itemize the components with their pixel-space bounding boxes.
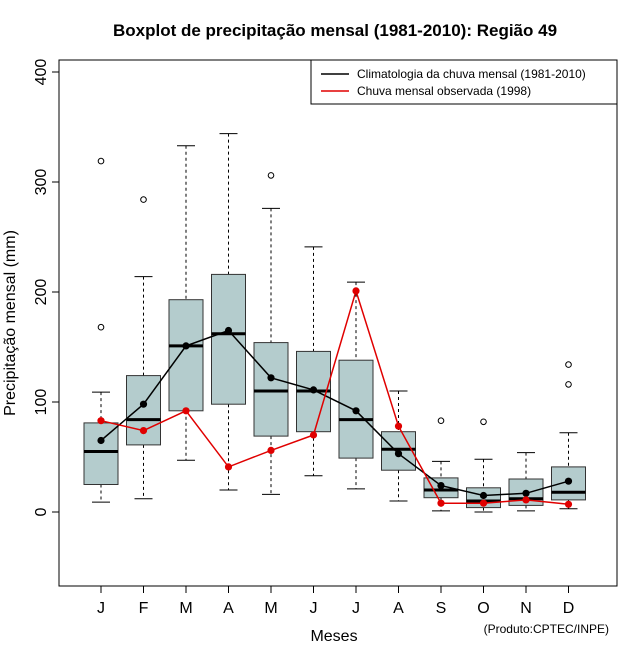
box-outlier-9-0: [480, 418, 487, 426]
box-outlier-0-0: [97, 323, 105, 331]
y-tick-label-0: 0: [33, 507, 50, 516]
box-outlier-0-1: [97, 157, 105, 165]
y-tick-label-400: 400: [33, 59, 50, 86]
x-tick-label-10: N: [520, 600, 532, 617]
series-point-0-5: [309, 386, 318, 394]
x-tick-label-7: A: [393, 600, 404, 617]
x-tick-label-1: F: [139, 600, 149, 617]
plot-area: [83, 133, 586, 513]
box-5: [296, 246, 331, 477]
box-rect-3: [211, 273, 246, 405]
series-line-1: [100, 288, 569, 506]
x-tick-label-11: D: [563, 600, 575, 617]
y-tick-label-200: 200: [33, 279, 50, 306]
legend-label-observada: Chuva mensal observada (1998): [357, 84, 531, 98]
series-point-0-10: [522, 489, 530, 497]
y-axis-label: Precipitação mensal (mm): [2, 230, 19, 416]
box-outlier-8-0: [437, 417, 445, 425]
box-11: [551, 361, 586, 510]
x-tick-label-9: O: [477, 600, 489, 617]
series-point-1-3: [224, 463, 233, 471]
series-point-0-6: [352, 407, 360, 415]
series-point-1-7: [394, 422, 403, 430]
y-tick-label-100: 100: [33, 389, 50, 416]
box-outlier-4-0: [267, 172, 275, 179]
x-tick-label-3: A: [223, 600, 234, 617]
series-line-0: [100, 329, 569, 497]
box-2: [168, 145, 204, 461]
series-point-0-1: [139, 400, 148, 408]
series-point-0-3: [224, 326, 233, 335]
series-point-1-11: [564, 500, 573, 508]
series-point-0-2: [182, 342, 190, 350]
chart-title: Boxplot de precipitação mensal (1981-201…: [113, 21, 557, 40]
box-0: [83, 157, 119, 503]
y-tick-label-300: 300: [33, 169, 50, 196]
box-outlier-11-0: [565, 381, 572, 388]
series-point-0-11: [564, 477, 573, 485]
x-axis-label: Meses: [310, 628, 357, 645]
series-point-0-9: [479, 491, 488, 500]
series-point-1-8: [437, 499, 445, 507]
series-point-1-10: [522, 496, 530, 504]
box-1: [126, 196, 161, 500]
credit-text: (Produto:CPTEC/INPE): [484, 622, 609, 636]
series-point-1-5: [309, 431, 318, 439]
box-rect-2: [168, 299, 204, 412]
series-point-0-4: [267, 374, 275, 382]
plot-frame: [58, 59, 618, 587]
y-axis: 0 100 200 300 400: [33, 59, 60, 516]
series-point-1-1: [139, 427, 148, 435]
legend-label-climatologia: Climatologia da chuva mensal (1981-2010): [357, 67, 586, 81]
series-point-1-6: [352, 287, 360, 295]
box-outlier-1-0: [140, 196, 147, 203]
x-tick-label-0: J: [97, 600, 105, 617]
box-8: [423, 417, 459, 512]
series-point-1-2: [182, 407, 190, 415]
legend: Climatologia da chuva mensal (1981-2010)…: [310, 59, 618, 105]
series-point-1-9: [479, 499, 488, 507]
series-point-1-0: [97, 417, 105, 425]
box-rect-6: [338, 359, 374, 459]
box-rect-1: [126, 375, 161, 446]
series-point-1-4: [267, 446, 275, 454]
x-tick-label-4: M: [264, 600, 277, 617]
box-7: [381, 390, 416, 502]
box-6: [338, 281, 374, 490]
box-3: [211, 133, 246, 491]
series-point-0-0: [97, 436, 105, 445]
box-rect-0: [83, 422, 119, 485]
x-tick-label-8: S: [436, 600, 447, 617]
x-tick-label-5: J: [310, 600, 318, 617]
legend-box: [310, 59, 618, 105]
box-outlier-11-1: [565, 361, 572, 368]
box-4: [253, 172, 289, 495]
x-tick-label-6: J: [352, 600, 360, 617]
box-rect-4: [253, 342, 289, 437]
x-tick-label-2: M: [179, 600, 192, 617]
series-point-0-7: [394, 450, 403, 458]
series-point-0-8: [437, 482, 445, 490]
